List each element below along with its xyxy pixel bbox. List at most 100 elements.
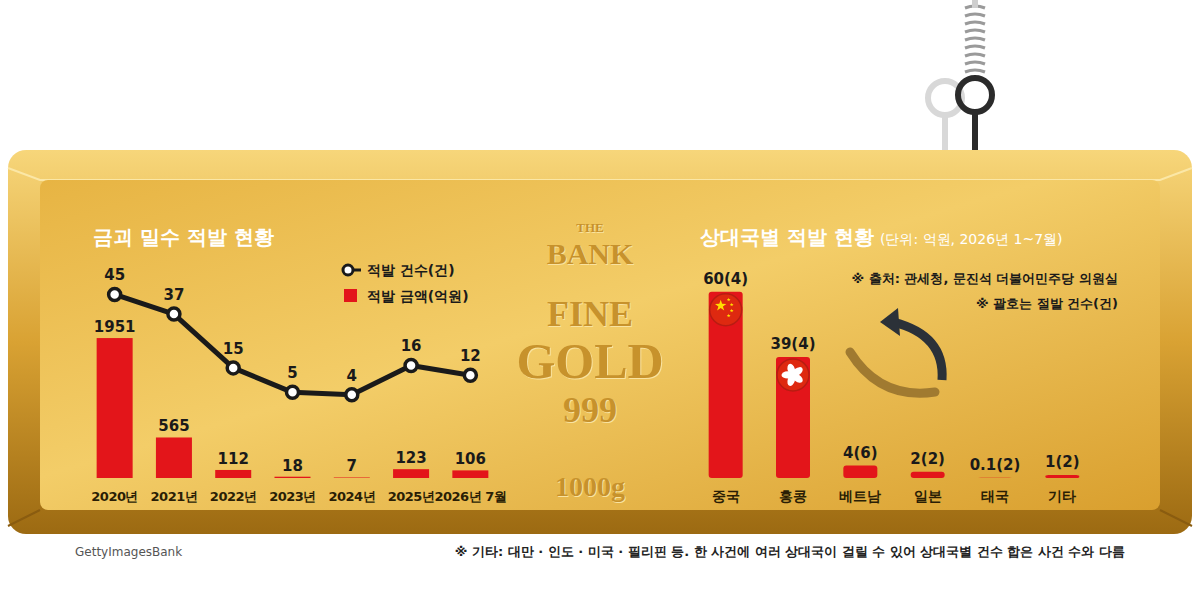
spring-coil (965, 62, 985, 64)
ingot-text: BANK (547, 237, 634, 270)
bar (97, 338, 133, 478)
bar (1045, 475, 1079, 478)
flag-star (727, 298, 731, 302)
data-label: 5 (287, 364, 297, 382)
ingot-text: 1000g (555, 471, 625, 502)
chart-title-line: 상대국별 적발 현황(단위: 억원, 2026년 1~7월) (700, 225, 1063, 249)
x-tick-label: 2025년 (388, 489, 435, 504)
legend-swatch (344, 289, 357, 302)
arrow-head (880, 308, 900, 336)
bar (911, 472, 945, 478)
footnote: ※ 기타: 대만 · 인도 · 미국 · 필리핀 등. 한 사건에 여러 상대국… (455, 544, 1125, 559)
data-label: 15 (223, 340, 244, 358)
chart-2: 상대국별 적발 현황(단위: 억원, 2026년 1~7월) ※ 출처: 관세청,… (700, 225, 1118, 504)
x-tick-label: 2024년 (328, 489, 375, 504)
flag-petal (786, 373, 797, 387)
hook-stem-shadow (942, 115, 948, 152)
chart-title: 금괴 밀수 적발 현황 (93, 225, 274, 249)
bar (393, 469, 429, 478)
ingot-text: 999 (563, 390, 617, 430)
data-label: 12 (460, 347, 481, 365)
credit: GettyImagesBank (75, 545, 182, 559)
ingot-text: FINE (547, 294, 633, 334)
ingot-text-highlight: 1000g (556, 472, 626, 503)
data-label: 106 (455, 450, 486, 468)
arrow-decoration (850, 308, 942, 393)
data-label: 60(4) (703, 270, 748, 288)
legend-label: 적발 금액(억원) (367, 288, 469, 304)
line-marker (287, 386, 299, 398)
x-tick-label: 태국 (981, 488, 1009, 504)
ingot-text-highlight: THE (577, 221, 604, 236)
line-marker (168, 308, 180, 320)
data-label: 37 (163, 286, 184, 304)
legend-marker (343, 265, 353, 275)
x-tick-label: 2021년 (151, 489, 198, 504)
annotation: ※ 괄호는 절발 건수(건) (976, 296, 1118, 311)
ingot-text-highlight: GOLD (517, 334, 664, 390)
ingot-text-highlight: BANK (548, 238, 635, 271)
bar (215, 470, 251, 478)
x-tick-label: 기타 (1048, 488, 1076, 504)
spring-coil (965, 54, 985, 56)
arrow-shadow (850, 352, 935, 393)
line (115, 294, 471, 394)
flag-star (730, 303, 734, 307)
data-label: 0.1(2) (970, 456, 1021, 474)
data-labels: 1951565112187123106453715541612 (94, 266, 486, 475)
spring-coil (965, 30, 985, 32)
ingot-text-highlight: 999 (564, 391, 618, 431)
line-marker (227, 362, 239, 374)
hook-stem (972, 112, 978, 152)
data-label: 1(2) (1045, 453, 1080, 471)
ingot-bevel (8, 168, 1192, 180)
gold-ingot: THETHEBANKBANKFINEFINEGOLDGOLD9999991000… (8, 150, 1192, 534)
bar (275, 477, 311, 478)
data-label: 2(2) (910, 450, 945, 468)
data-label: 4(6) (843, 444, 878, 462)
annotation: ※ 출처: 관세청, 문진석 더불어민주당 의원실 (852, 271, 1118, 286)
x-tick-label: 일본 (914, 488, 942, 504)
arrow-body (893, 322, 942, 380)
spring-coil (965, 14, 985, 16)
flag-star (715, 300, 726, 311)
legend-label: 적발 건수(건) (367, 262, 455, 278)
spring-coil (965, 38, 985, 40)
line-marker (464, 369, 476, 381)
flag-circle (710, 294, 742, 326)
chart-1: 금괴 밀수 적발 현황19515651121871231064537155416… (91, 225, 506, 504)
line-marker (346, 389, 358, 401)
bar (452, 470, 488, 478)
data-labels: 60(4)39(4)4(6)2(2)0.1(2)1(2) (703, 270, 1079, 474)
data-label: 7 (347, 457, 357, 475)
x-tick-label: 2020년 (91, 489, 138, 504)
plot-marks (709, 292, 1080, 478)
x-tick-label: 중국 (712, 488, 740, 504)
data-label: 1951 (94, 318, 136, 336)
legend: 적발 건수(건) 적발 금액(억원) (343, 262, 469, 304)
chart-subtitle: (단위: 억원, 2026년 1~7월) (880, 231, 1063, 247)
x-tick-label: 베트남 (839, 488, 881, 504)
data-label: 18 (282, 457, 303, 475)
data-label: 16 (401, 337, 422, 355)
data-label: 4 (347, 367, 357, 385)
flag-badge (710, 294, 742, 326)
x-tick-label: 2026년 7월 (434, 489, 506, 504)
flag-star (730, 309, 734, 313)
flag-badge (777, 359, 809, 391)
ingot-text: THE (576, 220, 603, 235)
hook-wire (972, 0, 978, 8)
ingot-bevel (8, 510, 1192, 526)
ingot-text: GOLD (516, 333, 663, 389)
spring-coil (965, 22, 985, 24)
flag-star (727, 314, 731, 318)
ingot-face (40, 180, 1160, 510)
bar (156, 437, 192, 478)
flag-circle (777, 359, 809, 391)
hook-ring (958, 78, 992, 112)
ingot-outer (8, 150, 1192, 534)
bar (978, 477, 1012, 478)
bar (709, 292, 743, 478)
line-marker (405, 359, 417, 371)
x-tick-label: 2023년 (269, 489, 316, 504)
